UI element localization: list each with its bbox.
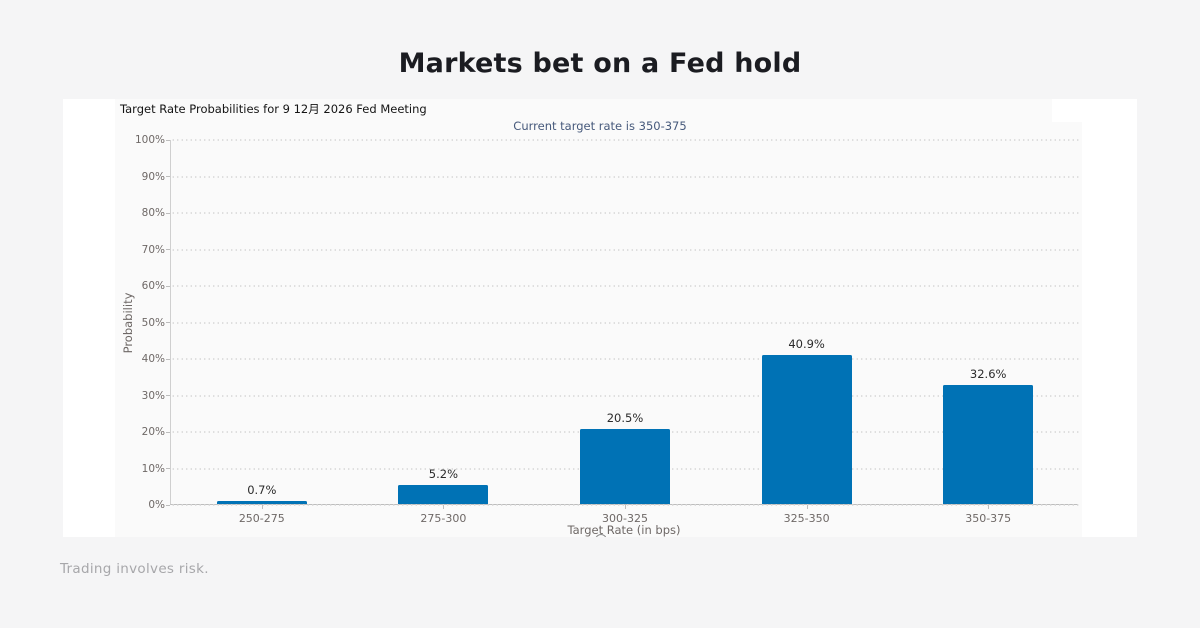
y-tick-label: 60% <box>141 280 165 292</box>
x-tick-label: 300-325 <box>602 512 648 525</box>
x-tick-label: 250-275 <box>238 512 285 525</box>
cropped-logo-mark <box>594 533 606 537</box>
y-tick-label: 90% <box>141 170 165 183</box>
y-tick-mark <box>166 212 170 214</box>
y-tick-label: 40% <box>141 353 165 365</box>
x-tick-mark <box>443 505 445 509</box>
gridline <box>171 212 1079 214</box>
bar <box>398 485 489 504</box>
gridline <box>171 285 1079 287</box>
y-tick-label: 80% <box>141 207 165 219</box>
y-tick-label: 50% <box>141 316 165 329</box>
y-tick-mark <box>166 468 170 469</box>
bar-value-label: 0.7% <box>247 483 277 498</box>
y-tick-mark <box>166 431 170 433</box>
plot-area: 0.7% 250-275 5.2% 275-300 20.5% 300-325 40.9% 3… <box>166 139 1079 525</box>
bar-value-label: 20.5% <box>606 411 644 426</box>
y-tick-label: 0% <box>148 499 165 511</box>
gridline <box>171 358 1079 360</box>
bar-value-label: 40.9% <box>788 336 825 351</box>
y-tick-mark <box>166 504 170 506</box>
bar <box>761 354 852 504</box>
x-tick-label: 350-375 <box>965 512 1012 525</box>
y-tick-label: 10% <box>141 462 165 475</box>
gridline <box>171 139 1079 141</box>
x-tick-mark <box>806 505 808 509</box>
x-tick-mark <box>625 505 626 509</box>
y-tick-label: 70% <box>141 243 165 256</box>
y-tick-label: 100% <box>134 134 165 146</box>
gridline <box>171 321 1079 324</box>
page-title: Markets bet on a Fed hold <box>398 48 802 79</box>
x-tick-mark <box>261 505 263 509</box>
chart-panel: Target Rate Probabilities for 9 12月 2026… <box>63 99 1137 537</box>
gridline <box>171 175 1079 178</box>
gridline <box>171 394 1079 397</box>
y-tick-label: 30% <box>141 389 165 402</box>
x-tick-label: 275-300 <box>420 512 467 525</box>
y-tick-mark <box>166 249 170 250</box>
y-tick-mark <box>166 322 170 323</box>
x-tick-mark <box>988 505 990 509</box>
y-tick-mark <box>166 176 170 177</box>
chart-title: Target Rate Probabilities for 9 12月 2026… <box>120 102 427 116</box>
watermark-cover <box>1052 99 1137 122</box>
gridline <box>171 248 1079 251</box>
x-tick-label: 325-350 <box>783 512 830 525</box>
y-axis-title: Probability <box>121 292 135 354</box>
bar-value-label: 5.2% <box>428 467 458 482</box>
y-tick-mark <box>166 139 170 141</box>
bar <box>580 429 670 504</box>
y-axis-labels: 0% 10% 20% 30% 40% 50% 60% 70% 80% 90% 100% <box>101 134 165 511</box>
y-tick-mark <box>166 358 170 360</box>
y-tick-mark <box>166 285 170 287</box>
chart-subtitle: Current target rate is 350-375 <box>513 119 687 133</box>
bar <box>943 385 1034 504</box>
bar <box>216 501 307 504</box>
x-axis-title: Target Rate (in bps) <box>567 523 681 537</box>
bar-value-label: 32.6% <box>969 367 1007 381</box>
disclaimer-text: Trading involves risk. <box>60 561 209 577</box>
y-tick-label: 20% <box>141 426 165 438</box>
y-tick-mark <box>166 395 170 396</box>
